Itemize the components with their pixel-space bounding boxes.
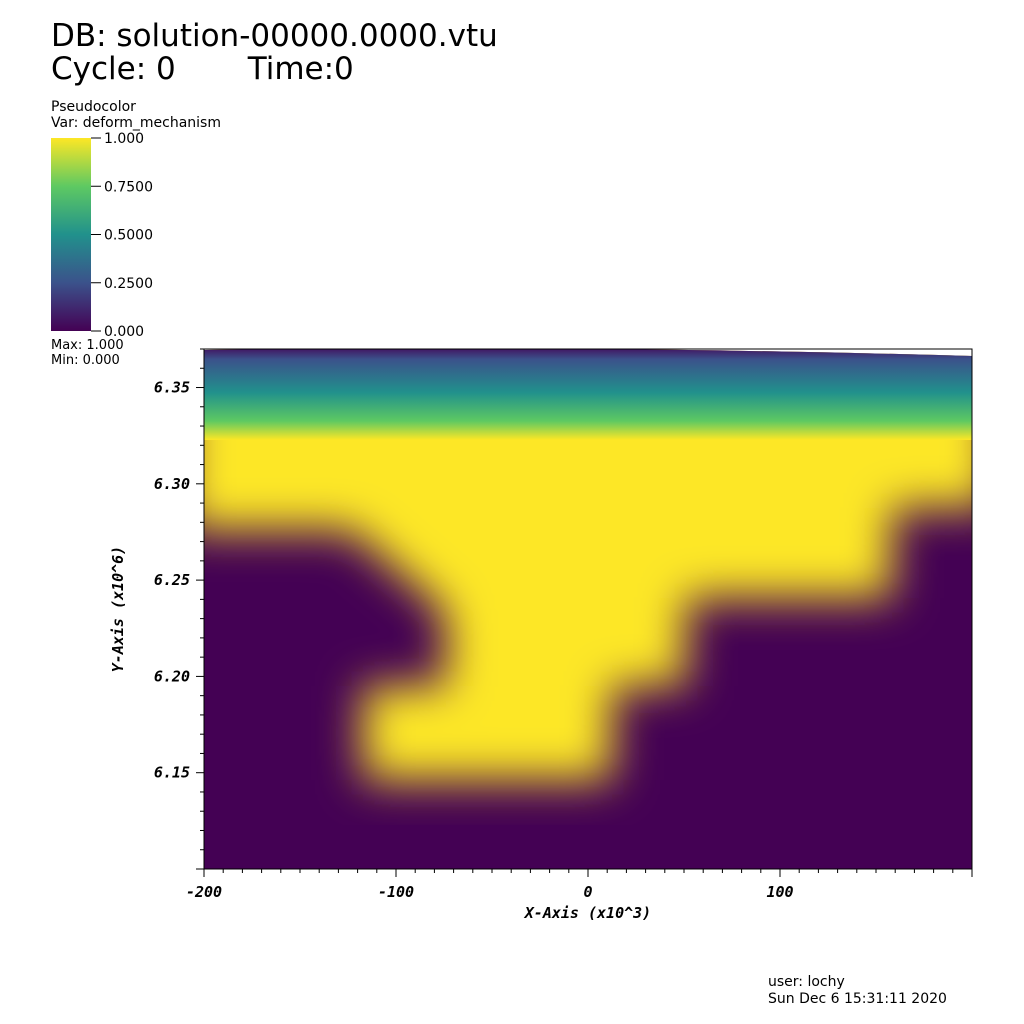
colorbar-tick-label: 0.2500 bbox=[104, 276, 153, 292]
y-tick-label: 6.15 bbox=[154, 764, 190, 782]
y-axis: 6.15 6.20 6.25 6.30 6.35 bbox=[154, 348, 204, 870]
x-tick-label: -200 bbox=[186, 883, 222, 901]
user-label: user: lochy bbox=[768, 974, 845, 990]
legend-plot-type: Pseudocolor bbox=[51, 99, 136, 115]
colorbar-tick-label: 0.000 bbox=[104, 324, 144, 340]
colorbar-ticks: 1.000 0.7500 0.5000 0.2500 0.000 bbox=[91, 131, 153, 340]
database-title: DB: solution-00000.0000.vtu bbox=[51, 18, 498, 54]
y-tick-label: 6.30 bbox=[154, 475, 190, 493]
x-axis: -200 -100 0 100 bbox=[186, 869, 973, 901]
x-tick-label: -100 bbox=[378, 883, 414, 901]
x-tick-label: 0 bbox=[583, 883, 592, 901]
time-label: Time:0 bbox=[247, 51, 354, 87]
legend-variable: Var: deform_mechanism bbox=[51, 115, 221, 131]
legend-max: Max: 1.000 bbox=[51, 338, 124, 353]
y-tick-label: 6.35 bbox=[154, 379, 190, 397]
colorbar-tick-label: 0.5000 bbox=[104, 228, 153, 244]
y-tick-label: 6.25 bbox=[154, 571, 190, 589]
x-tick-label: 100 bbox=[766, 883, 793, 901]
colorbar bbox=[51, 138, 91, 331]
legend-min: Min: 0.000 bbox=[51, 353, 120, 368]
y-tick-label: 6.20 bbox=[154, 667, 190, 685]
cycle-time-line: Cycle: 0 Time:0 bbox=[51, 51, 354, 87]
y-axis-title: Y-Axis (x10^6) bbox=[109, 546, 127, 672]
colorbar-tick-label: 0.7500 bbox=[104, 179, 153, 195]
timestamp-label: Sun Dec 6 15:31:11 2020 bbox=[768, 991, 947, 1007]
x-axis-title: X-Axis (x10^3) bbox=[523, 904, 651, 922]
field-image bbox=[204, 348, 972, 869]
colorbar-tick-label: 1.000 bbox=[104, 131, 144, 147]
cycle-label: Cycle: 0 bbox=[51, 51, 176, 87]
